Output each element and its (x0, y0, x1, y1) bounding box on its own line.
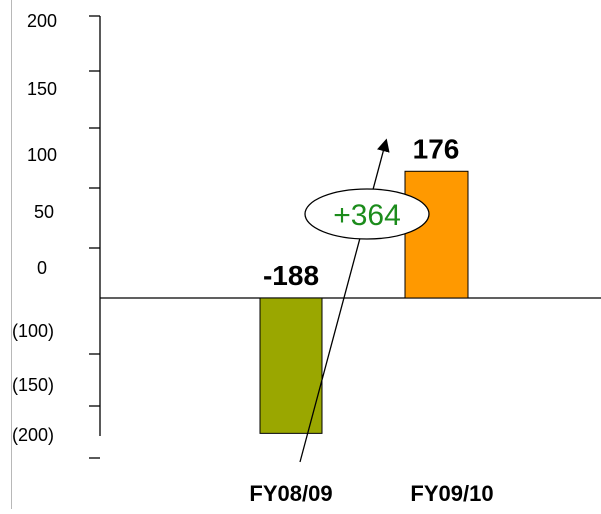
y-tick-label: 50 (34, 202, 54, 222)
data-label: 176 (413, 133, 460, 164)
frame-border (11, 0, 12, 509)
y-tick-label: (200) (12, 425, 54, 445)
x-tick-label: FY08/09 (249, 481, 332, 506)
change-bubble (304, 188, 430, 240)
y-tick-label: (150) (12, 375, 54, 395)
y-tick-label: 150 (27, 79, 57, 99)
y-tick-label: 200 (27, 11, 57, 31)
y-ticks (89, 15, 100, 459)
bar-fy0910 (404, 170, 469, 299)
y-tick-labels: 200 150 100 50 0 (100) (150) (200) (12, 11, 57, 445)
y-tick-label: 0 (37, 258, 47, 278)
data-label: -188 (263, 260, 319, 291)
y-tick-label: (100) (12, 321, 54, 341)
x-tick-label: FY09/10 (410, 481, 493, 506)
y-tick-label: 100 (27, 145, 57, 165)
change-annotation: +364 (333, 199, 401, 232)
bar-fy0809 (259, 297, 323, 434)
